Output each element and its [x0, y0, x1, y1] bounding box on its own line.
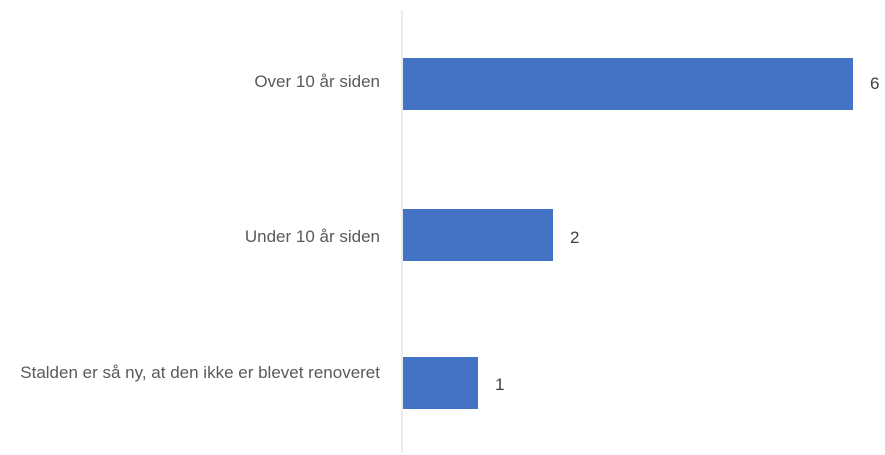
category-label: Stalden er så ny, at den ikke er blevet …	[20, 363, 380, 382]
data-label: 1	[495, 375, 505, 394]
category-label: Under 10 år siden	[244, 227, 380, 246]
bar	[403, 58, 853, 110]
category-label: Over 10 år siden	[254, 72, 380, 91]
bar	[403, 209, 553, 261]
data-label: 6	[870, 74, 880, 93]
bar	[403, 357, 478, 409]
data-label: 2	[570, 228, 580, 247]
